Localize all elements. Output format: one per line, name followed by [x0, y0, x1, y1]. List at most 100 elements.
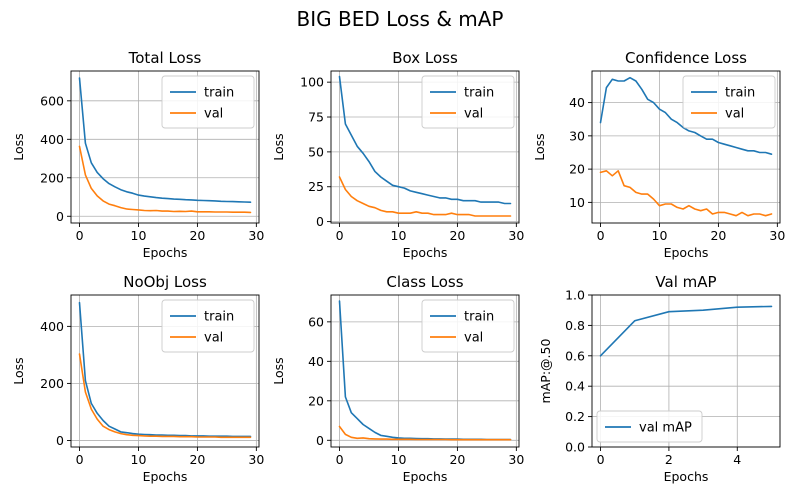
legend-label: train: [204, 86, 234, 101]
y-tick-label: 0.8: [565, 318, 585, 333]
x-tick-label: 0: [597, 228, 605, 243]
x-tick-label: 0: [76, 228, 84, 243]
legend-label: train: [464, 86, 494, 101]
legend-box: [421, 299, 515, 353]
y-tick-label: 25: [308, 179, 324, 194]
x-axis-label: Epochs: [664, 469, 709, 484]
x-tick-label: 30: [248, 452, 264, 467]
grid-lines: [71, 295, 259, 447]
y-tick-label: 200: [40, 170, 64, 185]
legend-label: val: [464, 107, 483, 122]
y-tick-label: 100: [300, 75, 324, 90]
axis-ticks: 0 10 20 30 0 200 400: [40, 319, 264, 467]
plot-frame: [70, 294, 260, 448]
y-axis-label: Loss: [11, 357, 26, 384]
series-line-train: [599, 76, 773, 155]
y-tick-label: 20: [308, 393, 324, 408]
y-tick-label: 0.0: [565, 440, 585, 455]
legend-box: [161, 75, 255, 129]
x-tick-label: 0: [336, 452, 344, 467]
y-tick-label: 1.0: [565, 288, 585, 303]
y-tick-label: 0: [56, 433, 64, 448]
y-tick-label: 0.2: [565, 409, 585, 424]
y-tick-label: 0.4: [565, 379, 585, 394]
legend-label: val: [464, 331, 483, 346]
legend-box: [161, 299, 255, 353]
legend: train val: [161, 299, 255, 353]
x-tick-label: 2: [665, 452, 673, 467]
x-tick-label: 30: [508, 452, 524, 467]
legend-label: train: [464, 310, 494, 325]
x-tick-label: 20: [449, 228, 465, 243]
plot-frame: [70, 70, 260, 224]
legend: train val: [421, 299, 515, 353]
plot-frame: [330, 70, 520, 224]
y-tick-label: 75: [308, 110, 324, 125]
y-axis-label: mAP:@.50: [538, 339, 553, 404]
x-tick-label: 10: [391, 228, 407, 243]
legend-box: [682, 75, 776, 129]
panel-title: NoObj Loss: [123, 273, 207, 291]
x-tick-label: 20: [189, 452, 205, 467]
panel-box-loss: Box Loss Epochs Loss 0 10 20 30 0 25 50 75 100 tr…: [271, 49, 524, 260]
x-tick-label: 30: [508, 228, 524, 243]
y-tick-label: 20: [569, 162, 585, 177]
panel-title: Confidence Loss: [625, 49, 747, 67]
panel-noobj-loss: NoObj Loss Epochs Loss 0 10 20 30 0 200 400 tra…: [11, 273, 264, 484]
x-axis-label: Epochs: [403, 245, 448, 260]
y-tick-label: 50: [308, 144, 324, 159]
x-tick-label: 10: [131, 228, 147, 243]
panel-class-loss: Class Loss Epochs Loss 0 10 20 30 0 20 40 60 tra…: [271, 273, 524, 484]
x-tick-label: 0: [336, 228, 344, 243]
series-line-val: [599, 170, 773, 217]
x-tick-label: 20: [449, 452, 465, 467]
axis-ticks: 0 2 4 0.0 0.2 0.4 0.6 0.8 1.0: [565, 288, 741, 468]
x-axis-label: Epochs: [143, 469, 188, 484]
legend: train val: [161, 75, 255, 129]
plot-frame: [330, 294, 520, 448]
grid-lines: [592, 71, 780, 223]
legend-label: train: [204, 310, 234, 325]
y-tick-label: 60: [308, 314, 324, 329]
x-tick-label: 10: [391, 452, 407, 467]
legend-box: [421, 75, 515, 129]
x-axis-label: Epochs: [403, 469, 448, 484]
x-tick-label: 0: [597, 452, 605, 467]
axis-ticks: 0 10 20 30 0 20 40 60: [308, 314, 524, 467]
y-tick-label: 0: [316, 214, 324, 229]
panel-title: Class Loss: [386, 273, 463, 291]
x-tick-label: 0: [76, 452, 84, 467]
figure-title: BIG BED Loss & mAP: [297, 7, 504, 31]
y-tick-label: 0.6: [565, 348, 585, 363]
series-line-val: [78, 353, 252, 439]
axis-ticks: 0 10 20 30 0 200 400 600: [40, 93, 264, 243]
y-axis-label: Loss: [532, 133, 547, 160]
y-axis-label: Loss: [271, 357, 286, 384]
y-tick-label: 40: [308, 354, 324, 369]
legend: val mAP: [596, 410, 703, 443]
y-axis-label: Loss: [11, 133, 26, 160]
axis-ticks: 0 10 20 30 10 20 30 40: [569, 95, 785, 243]
x-tick-label: 30: [248, 228, 264, 243]
panel-title: Total Loss: [128, 49, 202, 67]
series-line-val: [78, 145, 252, 214]
series-line-train: [78, 77, 252, 203]
y-tick-label: 600: [40, 93, 64, 108]
legend: train val: [682, 75, 776, 129]
y-tick-label: 400: [40, 132, 64, 147]
y-tick-label: 0: [56, 209, 64, 224]
legend-label: train: [725, 86, 755, 101]
x-tick-label: 10: [131, 452, 147, 467]
panel-confidence-loss: Confidence Loss Epochs Loss 0 10 20 30 10 20 3…: [532, 49, 785, 260]
axis-ticks: 0 10 20 30 0 25 50 75 100: [300, 75, 524, 243]
x-tick-label: 20: [189, 228, 205, 243]
x-tick-label: 30: [769, 228, 785, 243]
panel-title: Val mAP: [655, 273, 716, 291]
legend-label: val: [725, 107, 744, 122]
y-tick-label: 30: [569, 128, 585, 143]
panel-title: Box Loss: [392, 49, 458, 67]
y-axis-label: Loss: [271, 133, 286, 160]
x-axis-label: Epochs: [664, 245, 709, 260]
legend-label: val mAP: [639, 421, 692, 436]
